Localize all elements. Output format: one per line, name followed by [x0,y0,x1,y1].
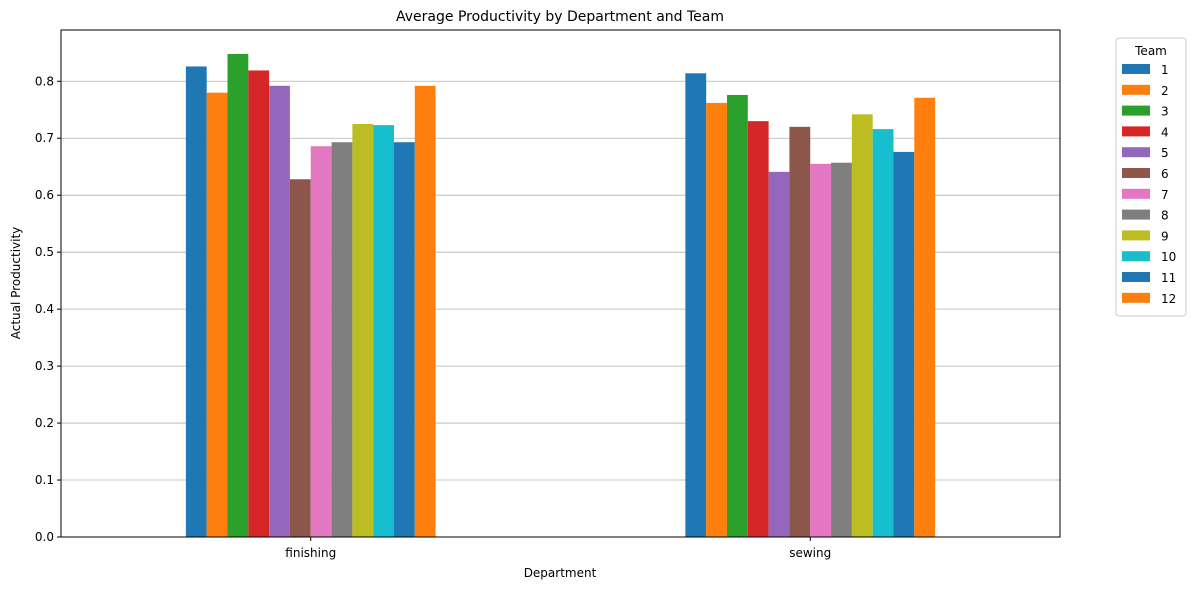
legend-label: 11 [1161,271,1176,285]
legend-label: 12 [1161,292,1176,306]
y-tick-label: 0.0 [35,530,54,544]
plot-frame [60,29,1061,538]
bar-team-6-finishing [289,179,311,537]
bar-team-10-sewing [872,129,894,538]
legend-title: Team [1134,44,1167,58]
legend-label: 6 [1161,167,1169,181]
bar-team-4-finishing [248,70,270,537]
legend-label: 2 [1161,84,1169,98]
bar-team-2-finishing [206,92,228,538]
y-tick-label: 0.6 [35,188,54,202]
bar-team-4-sewing [747,121,769,538]
x-axis-label: Department [524,566,597,580]
legend-swatch [1122,168,1150,178]
chart-title: Average Productivity by Department and T… [396,9,724,25]
legend-swatch [1122,126,1150,137]
legend-label: 10 [1161,250,1176,264]
bar-team-8-sewing [831,162,852,538]
x-tick-label: sewing [789,546,831,560]
bar-team-11-sewing [893,151,915,537]
bar-team-7-finishing [310,146,332,537]
bar-team-12-sewing [914,97,936,537]
bar-team-3-finishing [227,53,249,537]
y-tick-label: 0.7 [35,131,54,145]
legend-swatch [1122,272,1150,282]
legend-swatch [1122,64,1150,74]
legend-swatch [1122,292,1150,303]
bar-team-3-sewing [727,94,748,537]
bar-team-9-sewing [851,114,873,537]
bar-team-9-finishing [352,123,374,537]
legend-label: 1 [1161,63,1169,77]
x-tick-label: finishing [285,546,336,560]
legend-label: 5 [1161,146,1169,160]
bar-team-1-finishing [185,66,207,537]
bar-team-10-finishing [373,125,394,538]
legend-label: 4 [1161,125,1169,139]
bar-team-5-sewing [768,171,790,537]
bar-team-11-finishing [394,142,415,537]
bar-team-1-sewing [685,73,707,538]
legend-label: 7 [1161,188,1169,202]
x-axis: finishing sewing [285,537,831,560]
y-tick-label: 0.1 [35,473,54,487]
legend-swatch [1122,251,1150,262]
legend-swatch [1122,230,1150,241]
y-axis: 0.0 0.1 0.2 0.3 0.4 0.5 0.6 0.7 0.8 [35,74,61,544]
bar-series [185,53,936,538]
bar-team-8-finishing [331,142,353,537]
legend-label: 3 [1161,105,1169,119]
y-tick-label: 0.4 [35,302,54,316]
bar-team-12-finishing [414,85,436,537]
legend-swatch [1122,84,1150,95]
legend-label: 8 [1161,209,1169,223]
legend-swatch [1122,105,1150,116]
bar-team-6-sewing [789,126,811,537]
y-tick-label: 0.5 [35,245,54,259]
bar-team-2-sewing [706,102,727,537]
legend-label: 9 [1161,229,1169,243]
legend-swatch [1122,209,1150,220]
y-tick-label: 0.2 [35,416,54,430]
bar-team-5-finishing [269,85,290,537]
y-axis-label: Actual Productivity [9,227,23,340]
legend-swatch [1122,188,1150,199]
y-tick-label: 0.3 [35,359,54,373]
legend-swatch [1122,147,1150,158]
bar-team-7-sewing [810,163,832,537]
y-tick-label: 0.8 [35,74,54,88]
